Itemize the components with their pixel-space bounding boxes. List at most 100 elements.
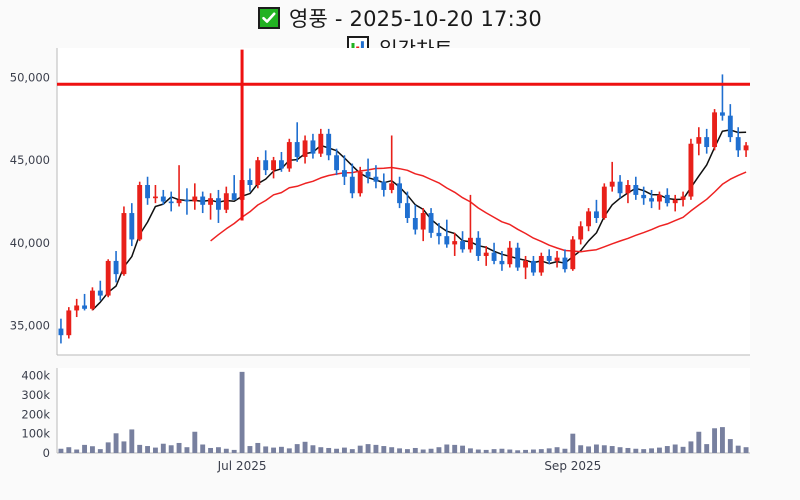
candle-body	[357, 171, 363, 194]
volume-bar	[208, 447, 214, 453]
volume-bar	[152, 447, 158, 453]
candle-body	[231, 193, 237, 200]
candle-body	[404, 203, 410, 219]
volume-bar	[263, 446, 269, 453]
volume-bar	[743, 447, 749, 453]
volume-bar	[538, 449, 544, 453]
price-tick-label: 35,000	[10, 318, 50, 332]
candle-body	[649, 198, 655, 202]
candlestick-series	[58, 74, 749, 344]
volume-bar	[389, 447, 395, 453]
price-tick-label: 45,000	[10, 153, 50, 167]
candle-body	[74, 305, 80, 311]
candle-body	[247, 180, 253, 185]
volume-bar	[530, 449, 536, 453]
candle-body	[467, 237, 473, 250]
candle-body	[688, 143, 694, 197]
candle-body	[586, 211, 592, 227]
candle-body	[735, 137, 741, 151]
volume-bar	[145, 446, 151, 453]
candle-body	[66, 310, 72, 336]
candle-body	[97, 290, 103, 296]
candle-body	[278, 160, 284, 169]
volume-bar	[176, 442, 182, 453]
volume-bar	[515, 450, 521, 453]
volume-bar	[404, 449, 410, 453]
volume-bar	[704, 444, 710, 453]
volume-bar	[649, 448, 655, 453]
candle-body	[208, 198, 214, 205]
volume-bar	[397, 448, 403, 453]
candle-body	[436, 232, 442, 237]
volume-bar	[349, 449, 355, 453]
volume-bar	[239, 371, 245, 453]
candle-body	[271, 160, 277, 171]
candle-body	[633, 184, 639, 195]
x-tick-label: Jul 2025	[217, 459, 267, 473]
volume-bar	[168, 445, 174, 453]
volume-bar	[278, 446, 284, 453]
volume-tick-label: 400k	[21, 369, 50, 383]
candle-body	[152, 196, 158, 199]
volume-bar	[444, 444, 450, 453]
candle-body	[444, 236, 450, 245]
candle-body	[570, 239, 576, 270]
volume-bar	[373, 444, 379, 453]
volume-bar	[215, 447, 221, 453]
candle-body	[294, 142, 300, 157]
volume-bar	[326, 447, 332, 453]
volume-bar	[247, 446, 253, 453]
volume-bar	[727, 439, 733, 453]
candle-body	[82, 305, 88, 309]
candle-body	[704, 137, 710, 148]
candle-body	[58, 328, 64, 336]
candle-body	[397, 183, 403, 204]
candle-body	[719, 112, 725, 116]
volume-bar	[121, 441, 127, 453]
chart-area[interactable]: 35,000 40,000 45,000 50,000 0 100k 200k 300k 400…	[0, 48, 800, 500]
volume-bar	[160, 443, 166, 453]
candle-body	[215, 198, 221, 210]
volume-bar	[137, 444, 143, 453]
candle-body	[334, 155, 340, 171]
volume-bar	[483, 449, 489, 453]
candle-body	[145, 184, 151, 199]
volume-panel-background	[57, 368, 750, 453]
candle-body	[460, 241, 466, 250]
volume-bar	[688, 441, 694, 453]
candle-body	[672, 199, 678, 204]
volume-bar	[664, 446, 670, 453]
volume-bar	[89, 446, 95, 453]
volume-bar	[365, 444, 371, 453]
candle-body	[310, 140, 316, 154]
candle-body	[617, 181, 623, 194]
candle-body	[263, 160, 269, 171]
volume-bar	[74, 449, 80, 453]
volume-bar	[420, 449, 426, 453]
ma-long-line	[210, 166, 747, 253]
volume-bar	[184, 447, 190, 453]
volume-tick-label: 100k	[21, 427, 50, 441]
candle-body	[192, 196, 198, 202]
volume-tick-label: 300k	[21, 388, 50, 402]
stock-chart[interactable]: 35,000 40,000 45,000 50,000 0 100k 200k 300k 400…	[0, 48, 800, 500]
volume-bar	[601, 445, 607, 453]
volume-bar	[578, 445, 584, 453]
volume-bar	[672, 444, 678, 453]
volume-bar	[625, 447, 631, 453]
volume-bar	[641, 449, 647, 453]
volume-bar	[294, 444, 300, 453]
candle-body	[593, 211, 599, 219]
candle-body	[255, 160, 261, 185]
candle-body	[105, 260, 111, 296]
volume-series	[58, 371, 749, 453]
candle-body	[381, 181, 387, 190]
volume-bar	[381, 446, 387, 453]
candle-body	[656, 194, 662, 202]
volume-bar	[719, 427, 725, 453]
volume-bar	[475, 449, 481, 453]
candle-body	[475, 237, 481, 256]
candle-body	[523, 260, 529, 268]
candle-body	[89, 290, 95, 309]
candle-body	[743, 145, 749, 151]
